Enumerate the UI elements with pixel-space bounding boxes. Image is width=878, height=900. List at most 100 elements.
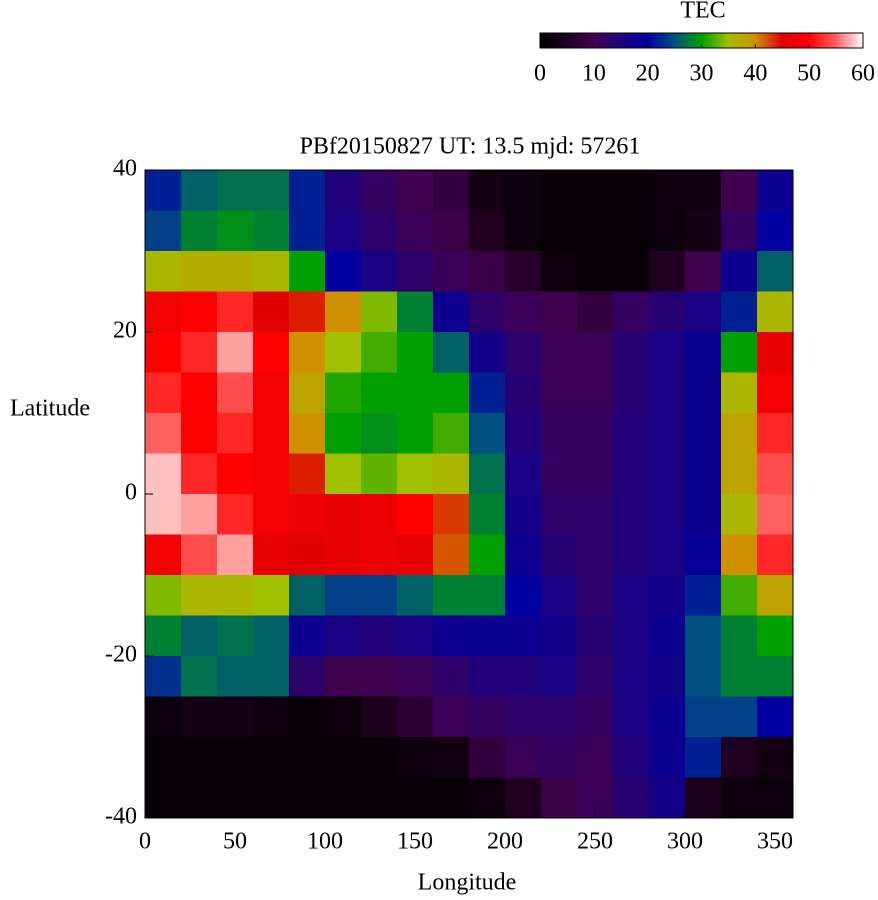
- heatmap-cell: [433, 777, 470, 819]
- heatmap-cell: [433, 494, 470, 535]
- heatmap-cell: [757, 737, 794, 778]
- heatmap-cell: [685, 696, 722, 738]
- heatmap-cell: [757, 494, 794, 535]
- heatmap-cell: [325, 777, 362, 819]
- heatmap-cell: [325, 372, 362, 414]
- heatmap-cell: [685, 210, 722, 252]
- heatmap-cell: [613, 575, 650, 616]
- heatmap-cell: [397, 534, 434, 576]
- heatmap-cell: [541, 777, 578, 819]
- heatmap-cell: [217, 615, 254, 657]
- heatmap-cell: [505, 615, 542, 657]
- heatmap-cell: [361, 656, 398, 697]
- heatmap-cell: [397, 453, 434, 495]
- colorbar-tick-label: 40: [743, 61, 767, 87]
- colorbar-tick-label: 10: [582, 61, 606, 87]
- x-tick-label: 50: [223, 829, 247, 855]
- heatmap-cell: [289, 210, 326, 252]
- heatmap-cell: [505, 372, 542, 414]
- heatmap-cell: [541, 575, 578, 616]
- heatmap-cells: [145, 170, 794, 819]
- heatmap-cell: [721, 696, 758, 738]
- heatmap-cell: [505, 332, 542, 373]
- heatmap-cell: [181, 615, 218, 657]
- heatmap-cell: [217, 656, 254, 697]
- heatmap-cell: [505, 575, 542, 616]
- heatmap-cell: [361, 534, 398, 576]
- heatmap-cell: [289, 170, 326, 211]
- heatmap-cell: [541, 656, 578, 697]
- heatmap-cell: [217, 453, 254, 495]
- heatmap-cell: [145, 656, 182, 697]
- heatmap-cell: [181, 777, 218, 819]
- heatmap-cell: [145, 413, 182, 454]
- heatmap-cell: [181, 696, 218, 738]
- heatmap-cell: [577, 453, 614, 495]
- heatmap-cell: [289, 737, 326, 778]
- heatmap-cell: [757, 251, 794, 292]
- heatmap-cell: [649, 615, 686, 657]
- heatmap-cell: [505, 291, 542, 333]
- heatmap-cell: [253, 575, 290, 616]
- heatmap-cell: [253, 372, 290, 414]
- heatmap-cell: [433, 737, 470, 778]
- heatmap-cell: [433, 210, 470, 252]
- heatmap-cell: [253, 210, 290, 252]
- heatmap-cell: [613, 615, 650, 657]
- heatmap-cell: [181, 656, 218, 697]
- heatmap-cell: [577, 332, 614, 373]
- heatmap-cell: [325, 291, 362, 333]
- heatmap-cell: [289, 332, 326, 373]
- heatmap-cell: [361, 170, 398, 211]
- heatmap-cell: [325, 332, 362, 373]
- heatmap-cell: [289, 534, 326, 576]
- heatmap-cell: [145, 170, 182, 211]
- heatmap-cell: [685, 575, 722, 616]
- heatmap-cell: [649, 696, 686, 738]
- heatmap-cell: [253, 534, 290, 576]
- heatmap-cell: [289, 696, 326, 738]
- heatmap-cell: [613, 737, 650, 778]
- heatmap-cell: [181, 737, 218, 778]
- heatmap-cell: [505, 453, 542, 495]
- heatmap-cell: [289, 453, 326, 495]
- heatmap-cell: [469, 615, 506, 657]
- heatmap-cell: [253, 413, 290, 454]
- heatmap-cell: [577, 372, 614, 414]
- heatmap-cell: [685, 372, 722, 414]
- heatmap-cell: [181, 170, 218, 211]
- heatmap-cell: [217, 210, 254, 252]
- heatmap-cell: [253, 453, 290, 495]
- heatmap-cell: [181, 291, 218, 333]
- heatmap-cell: [325, 251, 362, 292]
- heatmap-cell: [541, 696, 578, 738]
- heatmap-cell: [649, 210, 686, 252]
- y-tick-label: 20: [113, 318, 137, 344]
- heatmap-cell: [577, 737, 614, 778]
- heatmap-cell: [325, 575, 362, 616]
- heatmap-cell: [289, 251, 326, 292]
- heatmap-cell: [217, 737, 254, 778]
- heatmap-cell: [325, 615, 362, 657]
- heatmap-cell: [757, 615, 794, 657]
- heatmap-cell: [541, 251, 578, 292]
- heatmap-cell: [433, 291, 470, 333]
- heatmap-cell: [433, 534, 470, 576]
- heatmap-cell: [505, 210, 542, 252]
- heatmap-cell: [757, 170, 794, 211]
- x-axis-label: Longitude: [418, 870, 517, 896]
- heatmap-cell: [145, 615, 182, 657]
- heatmap-cell: [613, 372, 650, 414]
- heatmap-cell: [181, 413, 218, 454]
- heatmap-cell: [289, 413, 326, 454]
- heatmap-cell: [217, 413, 254, 454]
- heatmap-cell: [757, 453, 794, 495]
- heatmap-cell: [361, 615, 398, 657]
- heatmap-cell: [649, 656, 686, 697]
- heatmap-cell: [361, 332, 398, 373]
- heatmap-cell: [685, 656, 722, 697]
- colorbar-tick-label: 30: [690, 61, 714, 87]
- heatmap-cell: [253, 737, 290, 778]
- heatmap-cell: [721, 656, 758, 697]
- heatmap-cell: [433, 251, 470, 292]
